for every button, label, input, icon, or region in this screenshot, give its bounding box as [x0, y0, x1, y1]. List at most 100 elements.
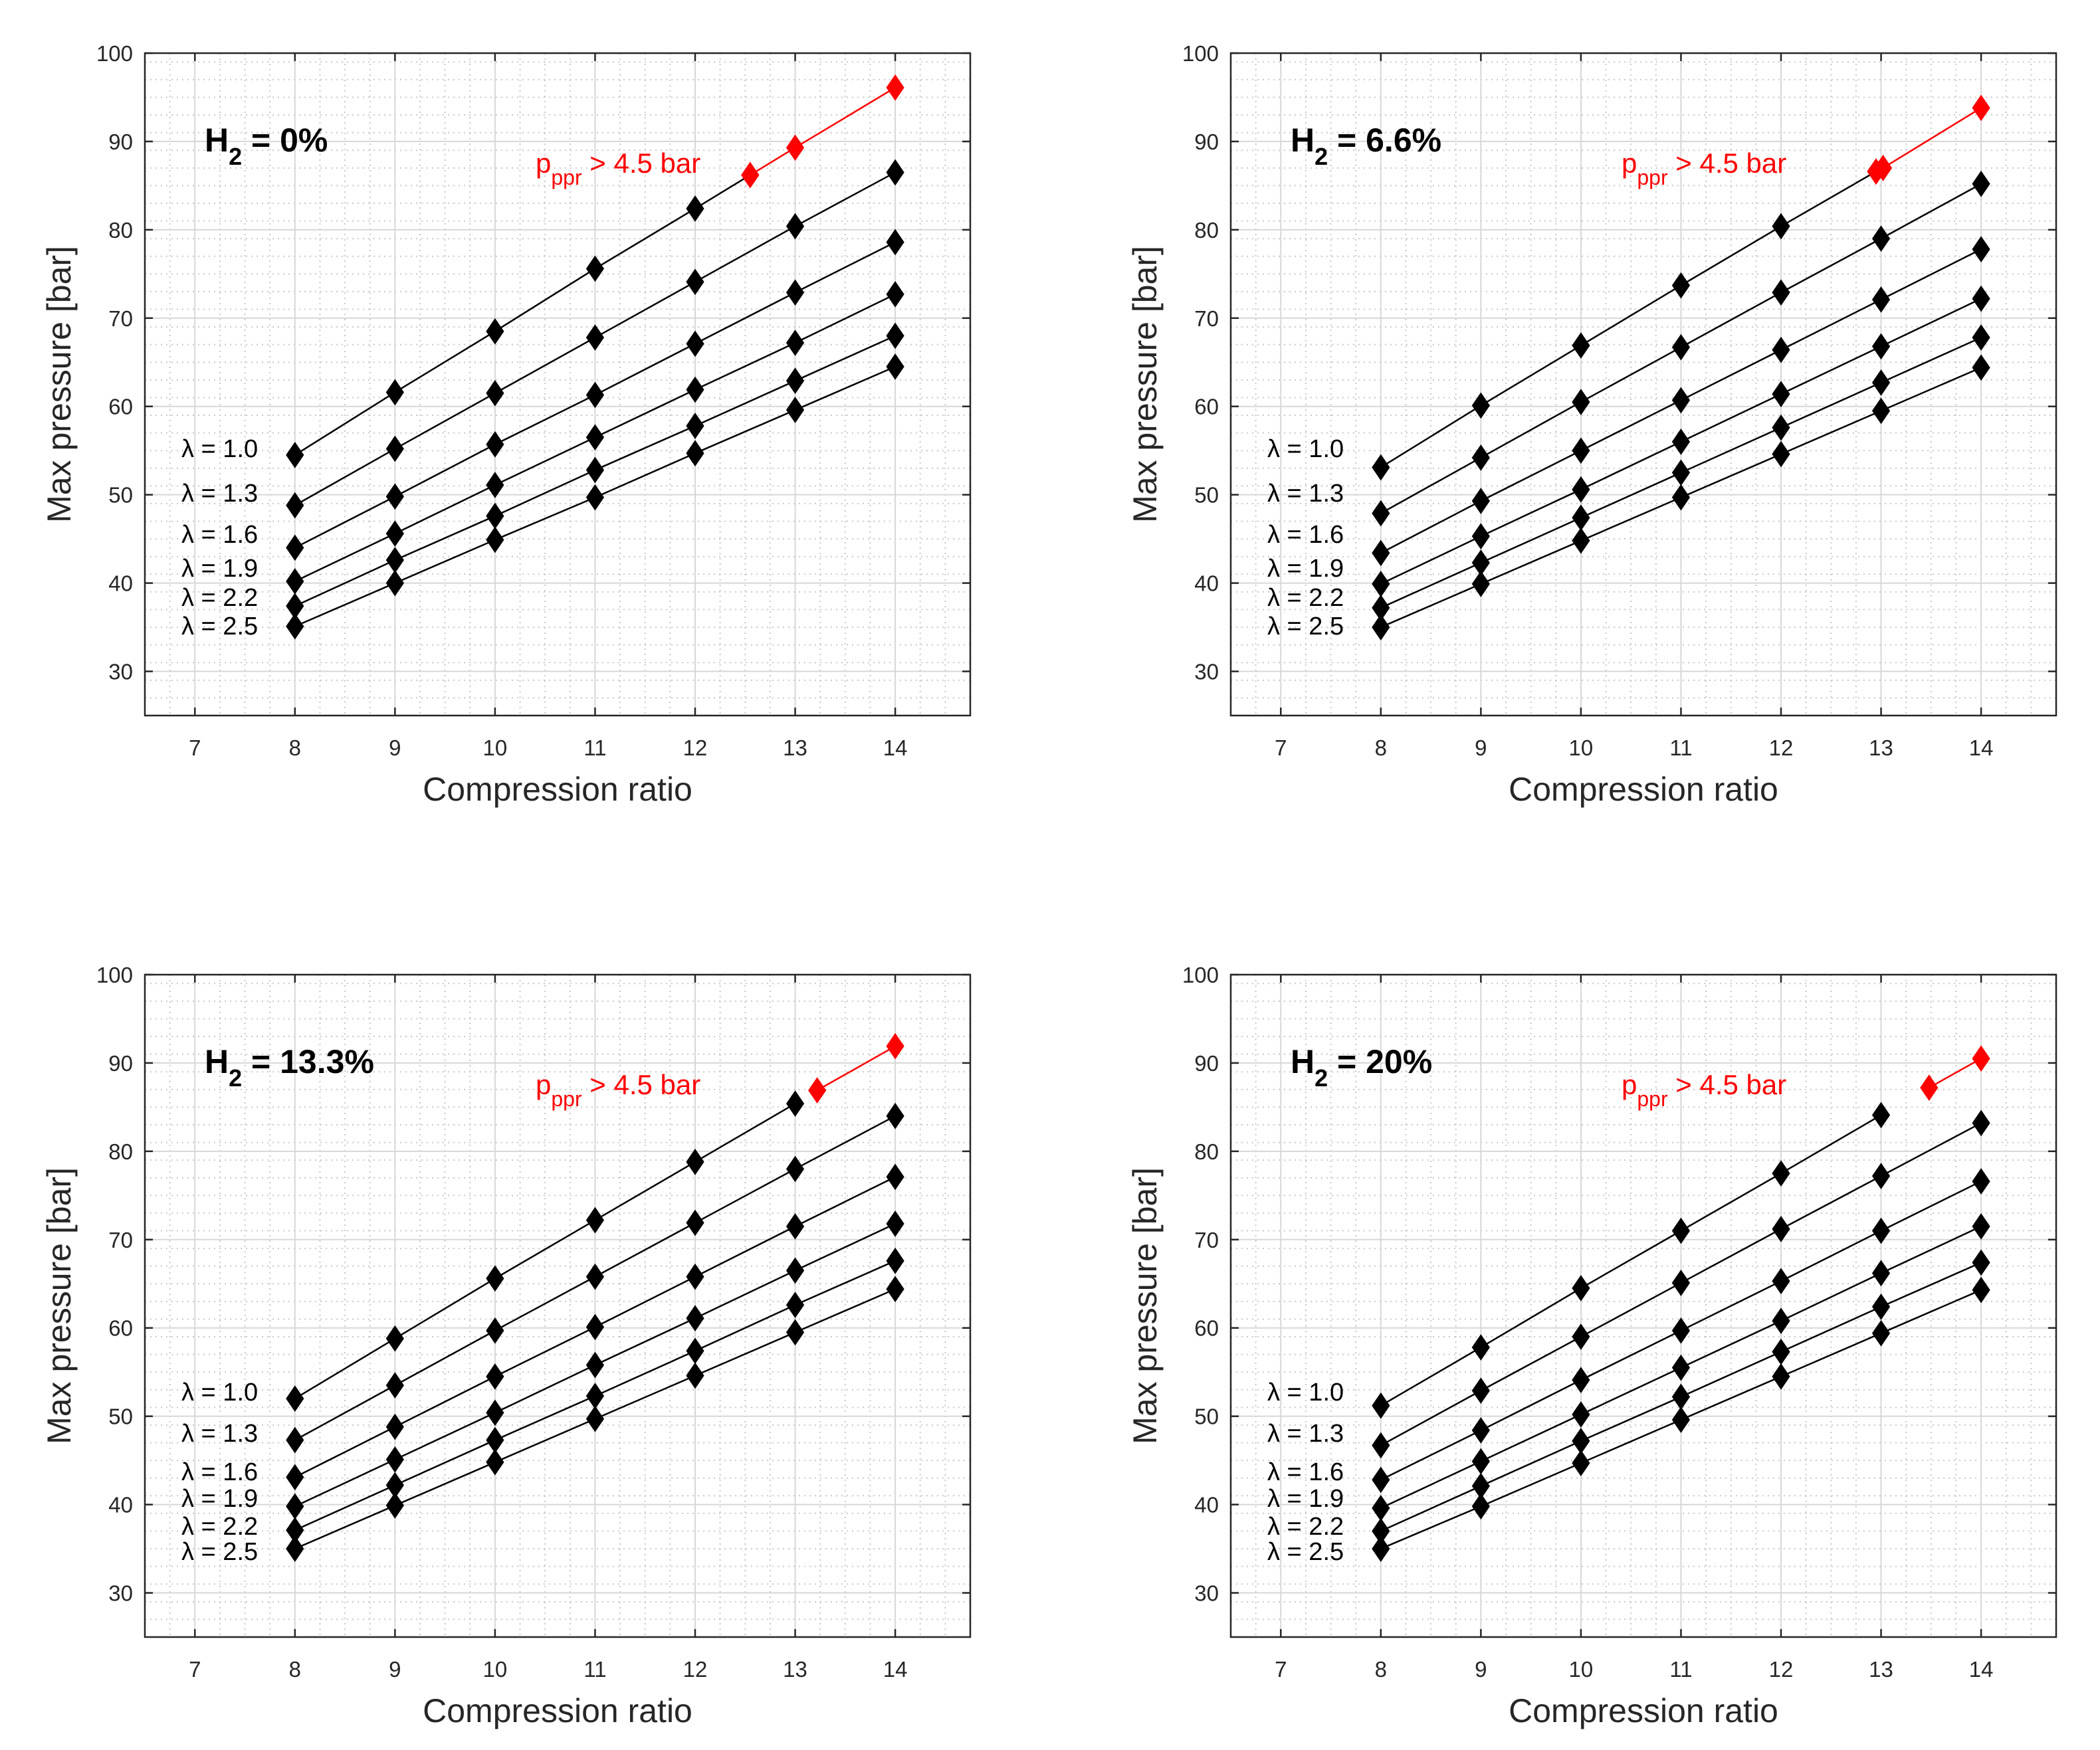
pressure-annotation: pppr > 4.5 bar [1622, 147, 1786, 189]
x-axis-label: Compression ratio [423, 1692, 692, 1729]
data-point [686, 440, 704, 467]
chart-panel-4: 7 8 9 10 11 12 13 14 30 40 50 60 70 80 90 100 Compressio… [1126, 963, 2057, 1729]
x-tick-label: 14 [1969, 1657, 1994, 1682]
y-tick-label: 50 [108, 483, 133, 508]
lambda-label: λ = 2.2 [1267, 1513, 1344, 1541]
x-tick-label: 12 [1769, 1657, 1794, 1682]
data-point [286, 568, 304, 595]
panel-label: H2 = 0% [205, 122, 328, 170]
data-point [1671, 1383, 1691, 1410]
x-tick-label: 8 [1375, 1657, 1387, 1682]
data-point [385, 1413, 404, 1440]
high-pressure-point [1920, 1074, 1939, 1102]
data-point [786, 1292, 805, 1319]
data-point [486, 1317, 504, 1344]
y-tick-label: 60 [1194, 1316, 1219, 1341]
x-tick-label: 9 [1475, 735, 1487, 760]
axes-frame [144, 973, 972, 1638]
x-tick-label: 10 [1569, 735, 1594, 760]
lambda-label: λ = 1.3 [181, 480, 258, 508]
data-point [486, 1426, 504, 1454]
data-point [1772, 1160, 1790, 1187]
data-point [1372, 1466, 1390, 1494]
axes-frame [144, 52, 972, 717]
x-tick-label: 11 [1669, 735, 1692, 760]
data-point [1871, 369, 1891, 396]
data-point [1972, 1276, 1990, 1304]
data-point [1972, 1168, 1990, 1195]
data-point [1772, 279, 1790, 306]
x-tick-label: 11 [583, 1657, 606, 1682]
data-point [1671, 429, 1691, 455]
data-point [686, 413, 704, 439]
data-point [585, 1207, 605, 1234]
y-tick-label: 100 [1182, 41, 1219, 66]
y-axis-label: Max pressure [bar] [41, 246, 78, 523]
panel-label: H2 = 20% [1291, 1043, 1432, 1092]
lambda-label: λ = 1.6 [1267, 1458, 1344, 1486]
lambda-label: λ = 2.5 [1267, 613, 1344, 640]
data-point [1572, 1401, 1590, 1428]
lambda-label: λ = 1.9 [181, 555, 258, 583]
data-point [585, 1383, 605, 1409]
data-point [486, 379, 504, 407]
y-tick-label: 100 [96, 963, 133, 987]
chart-panel-2: 7 8 9 10 11 12 13 14 30 40 50 60 70 80 90 100 Compressio… [1126, 41, 2057, 808]
data-point [1871, 1293, 1891, 1320]
data-point [286, 441, 304, 468]
data-point [1671, 1407, 1691, 1433]
y-tick-label: 30 [1194, 1581, 1219, 1606]
y-tick-label: 50 [108, 1405, 133, 1429]
y-tick-label: 60 [108, 1316, 133, 1341]
data-point [486, 1265, 504, 1292]
data-point [585, 1313, 605, 1341]
data-point [1372, 614, 1390, 640]
data-point [1972, 1249, 1990, 1276]
x-tick-label: 12 [1769, 735, 1794, 760]
x-tick-label: 11 [1669, 1657, 1692, 1682]
data-point [686, 376, 704, 403]
lambda-label: λ = 1.0 [181, 435, 258, 463]
data-point [886, 1247, 904, 1274]
data-point [1471, 571, 1490, 597]
x-axis-label: Compression ratio [1509, 771, 1778, 808]
data-point [786, 1257, 805, 1284]
data-point [1572, 437, 1590, 464]
data-point [286, 1464, 304, 1491]
high-pressure-point [1972, 94, 1990, 122]
data-point [686, 268, 704, 296]
data-point [686, 1362, 704, 1389]
data-point [1772, 381, 1790, 408]
series-line-1 [1380, 171, 1877, 468]
data-point [1772, 213, 1790, 240]
data-point [1972, 170, 1990, 197]
data-point [686, 1263, 704, 1290]
series-line-1 [294, 174, 751, 456]
data-point [585, 1351, 605, 1379]
axes-frame [1229, 52, 2057, 717]
data-point [886, 353, 904, 380]
data-point [486, 431, 504, 458]
x-axis-label: Compression ratio [423, 771, 692, 808]
data-point [886, 229, 904, 256]
data-point [886, 1102, 904, 1129]
data-point [1972, 324, 1990, 351]
data-point [1572, 1428, 1590, 1454]
data-point [585, 484, 605, 511]
lambda-label: λ = 1.3 [1267, 1420, 1344, 1448]
data-point [1471, 1417, 1490, 1444]
x-tick-label: 9 [389, 1657, 401, 1682]
data-point [786, 279, 805, 306]
data-point [1671, 1354, 1691, 1381]
y-tick-label: 70 [108, 1228, 133, 1252]
x-tick-label: 7 [189, 735, 201, 760]
data-point [1671, 1317, 1691, 1344]
data-point [385, 435, 404, 462]
data-point [1871, 397, 1891, 425]
tick-marks [1231, 52, 2056, 716]
data-point [385, 569, 404, 597]
data-point [1572, 332, 1590, 359]
data-point [1572, 1450, 1590, 1477]
data-point [1471, 1377, 1490, 1405]
data-point [686, 1337, 704, 1365]
